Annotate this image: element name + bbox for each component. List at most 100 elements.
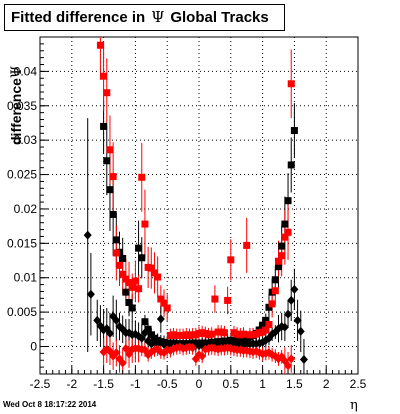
data-point-square <box>281 233 289 241</box>
data-point-square <box>122 288 130 296</box>
data-point-square <box>135 285 143 293</box>
data-point-diamond <box>156 314 165 324</box>
data-point-diamond <box>188 343 197 353</box>
data-point-square <box>100 122 108 130</box>
data-point-square <box>112 249 120 257</box>
chart-title-suffix: Global Tracks <box>170 9 269 26</box>
x-tick-label: 1 <box>259 377 266 391</box>
data-point-diamond <box>293 315 302 325</box>
data-point-square <box>208 330 216 338</box>
x-tick-label: -1 <box>130 377 141 391</box>
data-point-square <box>157 295 165 303</box>
data-point-diamond <box>290 284 299 294</box>
data-point-square <box>106 146 114 154</box>
data-point-diamond <box>105 328 114 338</box>
data-point-square <box>119 254 127 262</box>
data-point-diamond <box>140 328 149 338</box>
data-point-square <box>163 304 171 312</box>
data-markers <box>83 41 308 371</box>
data-point-diamond <box>86 289 95 299</box>
x-axis-label: η <box>350 398 358 413</box>
data-point-square <box>284 197 292 205</box>
data-point-square <box>125 298 133 306</box>
data-point-diamond <box>296 326 305 336</box>
data-point-square <box>275 263 282 271</box>
data-point-square <box>262 326 270 334</box>
data-point-diamond <box>137 333 146 343</box>
timestamp: Wed Oct 8 18:17:22 2014 <box>3 400 97 409</box>
data-point-diamond <box>299 355 308 365</box>
data-point-diamond <box>153 339 162 349</box>
y-tick-label: 0.035 <box>7 99 37 113</box>
data-point-diamond <box>121 344 130 354</box>
data-point-square <box>103 157 111 165</box>
data-point-square <box>290 127 298 135</box>
data-point-square <box>259 321 267 329</box>
data-point-square <box>227 256 235 264</box>
data-point-square <box>96 41 104 49</box>
y-axis-label-symbol: Ψ <box>9 65 25 79</box>
data-point-square <box>278 252 286 260</box>
data-point-square <box>141 220 149 228</box>
data-point-square <box>125 279 133 287</box>
data-point-square <box>154 273 162 281</box>
x-tick-label: -2.5 <box>30 377 51 391</box>
data-point-diamond <box>284 361 293 371</box>
data-point-diamond <box>118 358 127 368</box>
data-point-square <box>112 236 120 244</box>
axes: -2.5 -2 -1.5 -1 -0.5 0 0.5 1 1.5 2 2.5 0 0.005 0.01 0.… <box>7 36 367 391</box>
data-point-diamond <box>284 309 293 319</box>
data-point-square <box>106 186 114 194</box>
data-point-square <box>128 283 136 291</box>
data-point-square <box>262 316 270 324</box>
data-point-square <box>103 89 111 97</box>
y-tick-label: 0.025 <box>7 168 37 182</box>
data-point-square <box>131 277 139 285</box>
data-point-square <box>135 244 143 252</box>
x-tick-label: 1.5 <box>286 377 303 391</box>
data-point-diamond <box>287 354 296 364</box>
y-tick-label: 0.015 <box>7 236 37 250</box>
data-point-square <box>100 72 108 80</box>
y-tick-label: 0 <box>30 339 37 353</box>
data-point-square <box>240 330 248 338</box>
data-point-square <box>220 329 228 337</box>
x-tick-label: 0.5 <box>222 377 239 391</box>
y-tick-label: 0.01 <box>14 271 38 285</box>
data-point-square <box>265 320 273 328</box>
data-point-square <box>243 241 251 249</box>
y-tick-label: 0.02 <box>14 202 38 216</box>
data-point-square <box>278 242 286 250</box>
chart-title: Fitted difference in Ψ Global Tracks <box>4 4 285 31</box>
data-point-diamond <box>93 315 102 325</box>
data-point-square <box>211 295 219 303</box>
y-axis-label-text: difference <box>8 78 24 145</box>
data-point-square <box>144 325 152 333</box>
data-point-square <box>128 304 136 312</box>
y-tick-label: 0.04 <box>14 64 38 78</box>
y-tick-label: 0.03 <box>14 133 38 147</box>
data-point-square <box>275 257 282 265</box>
data-point-diamond <box>287 295 296 305</box>
data-point-diamond <box>280 322 289 332</box>
data-point-square <box>141 318 149 326</box>
x-tick-label: -0.5 <box>157 377 178 391</box>
data-point-square <box>224 296 232 304</box>
x-tick-label: 2.5 <box>350 377 367 391</box>
data-point-square <box>109 173 117 181</box>
data-point-square <box>119 270 127 278</box>
x-tick-label: -2 <box>66 377 77 391</box>
data-point-square <box>287 80 295 88</box>
x-tick-label: 2 <box>323 377 330 391</box>
data-point-diamond <box>112 315 121 325</box>
data-point-square <box>160 299 168 307</box>
x-tick-label: 0 <box>196 377 203 391</box>
y-tick-label: 0.005 <box>7 305 37 319</box>
data-point-square <box>268 300 276 308</box>
data-point-square <box>150 269 158 277</box>
x-tick-label: -1.5 <box>93 377 114 391</box>
data-point-square <box>138 173 146 181</box>
data-point-square <box>147 264 155 272</box>
data-point-square <box>281 220 289 228</box>
data-point-square <box>116 261 123 269</box>
